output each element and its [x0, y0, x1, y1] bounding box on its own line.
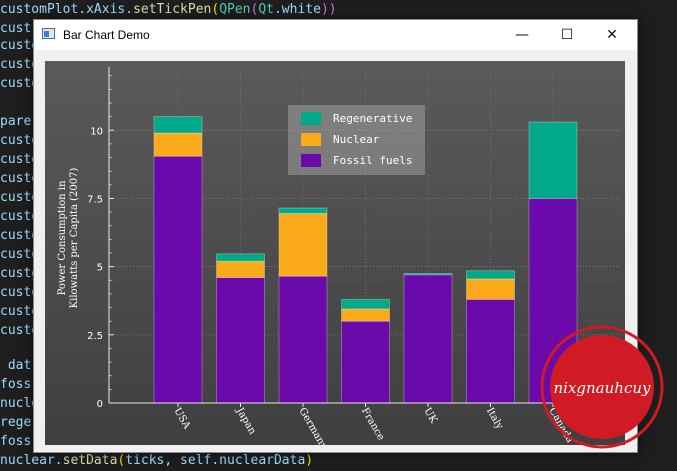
legend-label: Nuclear	[333, 133, 380, 146]
y-tick-label: 0	[97, 399, 103, 410]
bar-segment	[279, 213, 327, 276]
code-token: .	[55, 453, 63, 468]
bar-segment	[467, 271, 515, 279]
bar-segment	[154, 117, 202, 133]
legend-swatch	[301, 133, 321, 146]
bar-segment	[154, 156, 202, 403]
code-token: )	[305, 453, 313, 468]
y-tick-label: 5	[97, 263, 103, 274]
bar-segment	[404, 273, 452, 274]
legend-swatch	[301, 154, 321, 167]
code-line: customPlot.xAxis.setTickPen(QPen(Qt.whit…	[0, 0, 337, 19]
code-token: ,	[164, 453, 180, 468]
code-token: QPen	[219, 2, 250, 17]
bar-segment	[467, 279, 515, 299]
code-token: ticks	[125, 453, 164, 468]
code-token: nuclear	[0, 453, 55, 468]
bar-segment	[279, 276, 327, 403]
y-axis-title-line: Kilowatts per Capita (2007)	[69, 168, 80, 309]
code-token: Qt	[258, 2, 274, 17]
y-tick-label: 2.5	[87, 331, 103, 342]
legend-label: Regenerative	[333, 112, 412, 125]
code-token: .xAxis.	[78, 2, 133, 17]
watermark-seal: nixgnauhcuy	[538, 323, 666, 451]
code-token: pare	[0, 114, 31, 129]
bar-segment	[342, 321, 390, 403]
code-token: cust	[0, 21, 31, 36]
bar-segment	[154, 133, 202, 156]
app-icon	[42, 28, 55, 39]
bar-segment	[404, 275, 452, 403]
legend-label: Fossil fuels	[333, 154, 412, 167]
bar-segment	[467, 299, 515, 403]
window-titlebar[interactable]: Bar Chart Demo — ☐ ✕	[34, 20, 637, 50]
y-axis-title-line: Power Consumption in	[57, 180, 68, 295]
code-token: (	[211, 2, 219, 17]
close-button[interactable]: ✕	[589, 20, 635, 50]
code-line: foss	[0, 432, 31, 451]
y-axis-title: Power Consumption in Kilowatts per Capita…	[57, 168, 80, 309]
bar-segment	[217, 278, 265, 403]
code-token: rege	[0, 415, 31, 430]
window-title: Bar Chart Demo	[63, 20, 150, 50]
maximize-button[interactable]: ☐	[544, 20, 590, 50]
code-token: customPlot	[0, 2, 78, 17]
code-line: pare	[0, 112, 31, 131]
code-token: foss	[0, 377, 31, 392]
bar-segment	[217, 261, 265, 277]
code-token: self	[180, 453, 211, 468]
code-token: foss	[0, 434, 31, 449]
code-token: ))	[321, 2, 337, 17]
bar-segment	[279, 208, 327, 213]
code-line: dat	[0, 356, 31, 375]
code-line: foss	[0, 375, 31, 394]
legend-swatch	[301, 112, 321, 125]
code-token: setData	[63, 453, 118, 468]
watermark-text: nixgnauhcuy	[554, 379, 652, 397]
y-tick-label: 7.5	[87, 194, 103, 205]
bar-segment	[217, 254, 265, 261]
code-token: setTickPen	[133, 2, 211, 17]
code-token: dat	[0, 358, 31, 373]
code-line: rege	[0, 413, 31, 432]
y-tick-label: 10	[90, 126, 103, 137]
bar-segment	[342, 309, 390, 321]
code-token: .nuclearData	[211, 453, 305, 468]
code-line: nuclear.setData(ticks, self.nuclearData)	[0, 451, 313, 470]
code-token: .white	[274, 2, 321, 17]
bar-segment	[342, 299, 390, 309]
minimize-button[interactable]: —	[499, 20, 545, 50]
bar-segment	[529, 122, 577, 198]
